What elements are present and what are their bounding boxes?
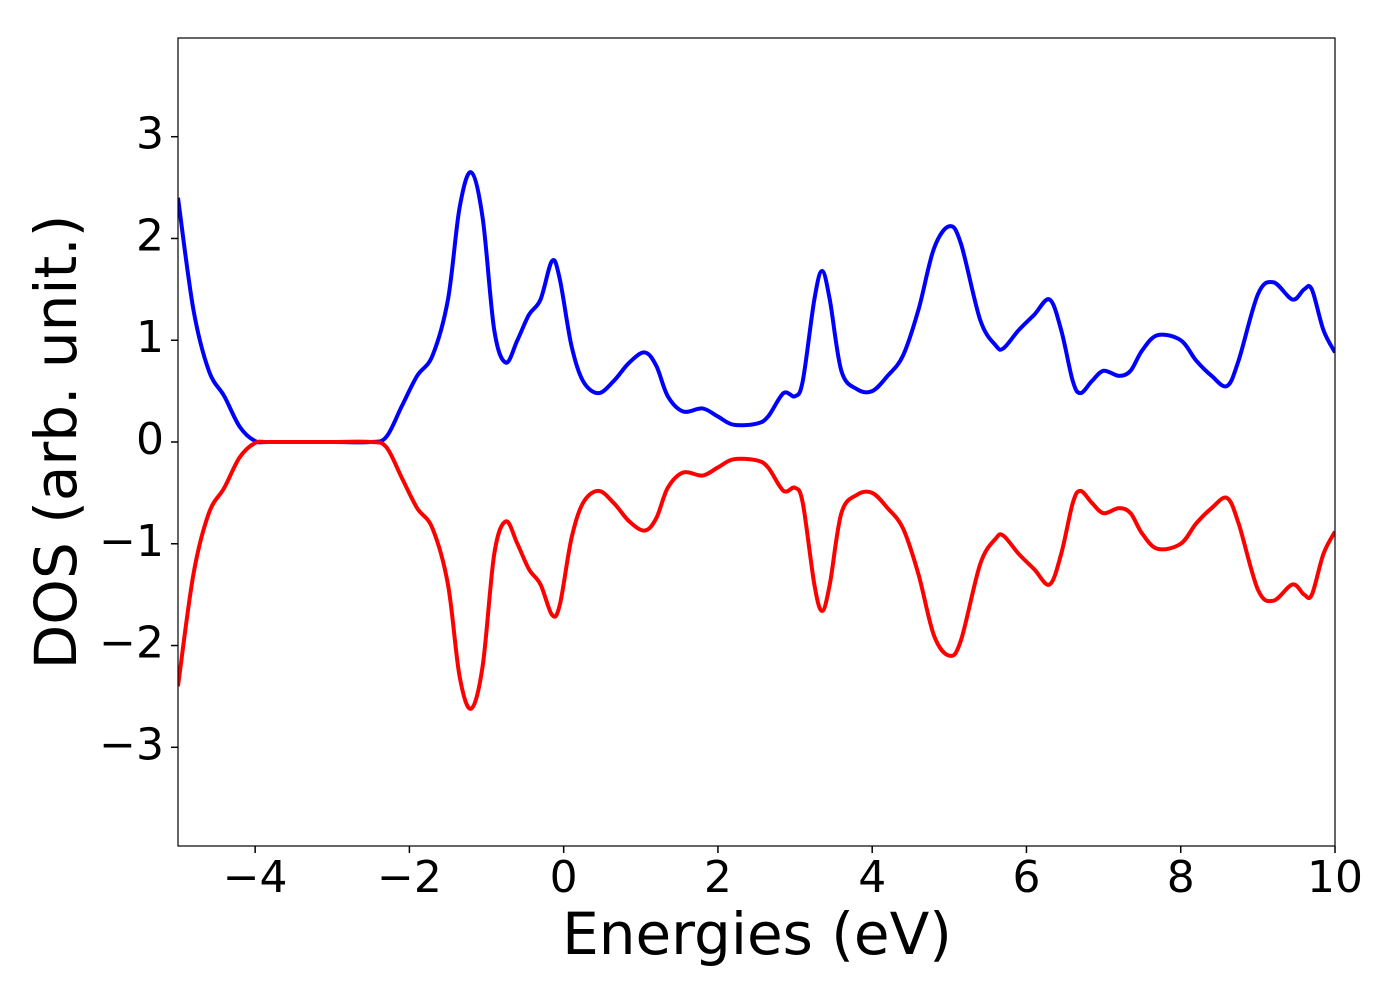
x-tick-label: −2 <box>377 852 442 903</box>
x-tick-label: 8 <box>1167 852 1195 903</box>
y-tick-label: 3 <box>136 109 164 160</box>
y-tick-label: −1 <box>99 516 164 567</box>
x-tick-label: 10 <box>1307 852 1363 903</box>
plot-frame <box>177 37 1336 847</box>
x-tick-label: −4 <box>223 852 288 903</box>
x-tick-label: 4 <box>858 852 886 903</box>
y-tick-label: 2 <box>136 210 164 261</box>
x-tick-label: 2 <box>704 852 732 903</box>
x-tick-label: 6 <box>1012 852 1040 903</box>
line-series <box>178 439 1335 711</box>
y-axis-label: DOS (arb. unit.) <box>22 215 90 670</box>
y-tick-label: −2 <box>99 618 164 669</box>
line-series <box>178 170 1335 445</box>
y-tick-label: 1 <box>136 312 164 363</box>
y-tick-label: −3 <box>99 719 164 770</box>
x-axis-label: Energies (eV) <box>562 900 952 968</box>
x-tick-label: 0 <box>550 852 578 903</box>
y-tick-label: 0 <box>136 414 164 465</box>
